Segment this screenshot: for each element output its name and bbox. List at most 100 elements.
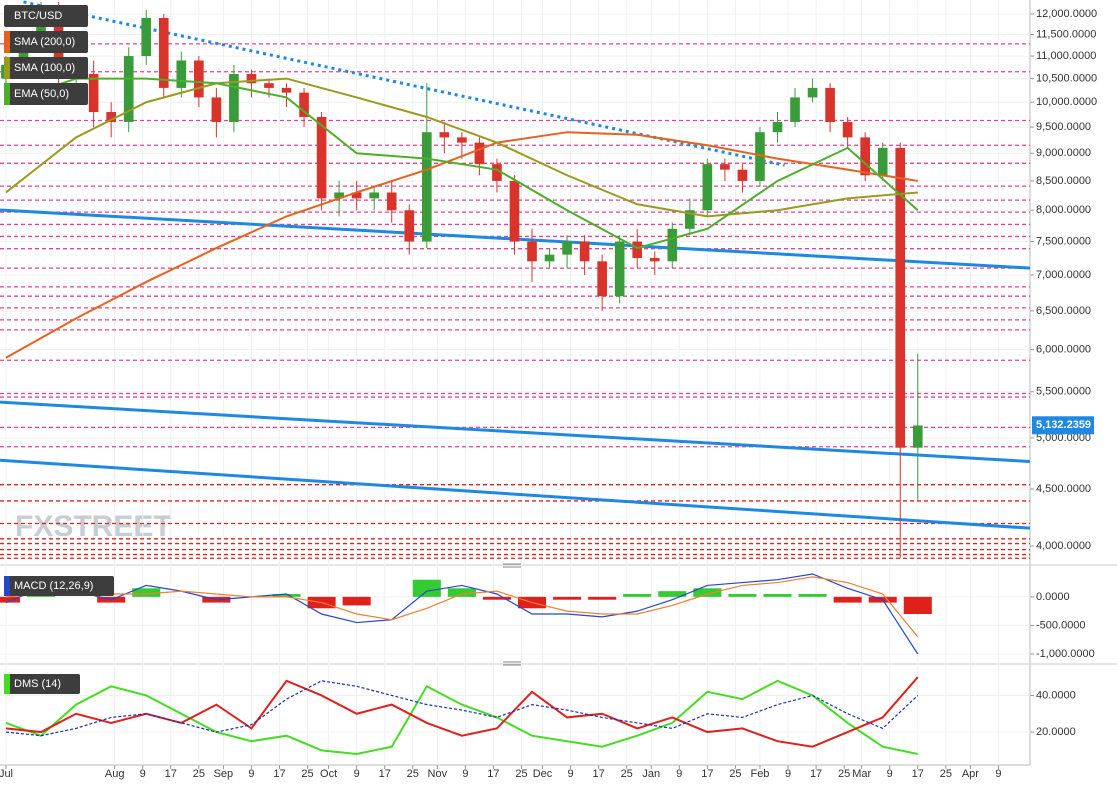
candle-body bbox=[755, 132, 765, 181]
x-tick-label: Mar bbox=[852, 768, 871, 780]
badge-bg bbox=[4, 57, 88, 79]
candle-body bbox=[877, 147, 888, 176]
candle-body bbox=[176, 60, 187, 88]
legend-badge: EMA (50,0) bbox=[4, 83, 88, 105]
candle-body bbox=[649, 257, 660, 262]
y-tick-label: 10,000.0000 bbox=[1036, 96, 1097, 108]
candle-body bbox=[299, 92, 309, 117]
x-tick-label: 17 bbox=[273, 768, 285, 780]
x-tick-label: 17 bbox=[593, 768, 605, 780]
x-tick-label: 17 bbox=[810, 768, 822, 780]
panel-title: MACD (12,26,9) bbox=[4, 576, 114, 596]
badge-swatch bbox=[4, 674, 10, 694]
candle-body bbox=[457, 137, 467, 143]
candle-body bbox=[211, 97, 222, 122]
legend-badge: SMA (100,0) bbox=[4, 57, 88, 79]
badge-label: DMS (14) bbox=[14, 678, 61, 690]
histogram-bar bbox=[798, 594, 827, 597]
trend-line bbox=[0, 400, 1030, 464]
y-tick-label: 4,000.0000 bbox=[1036, 540, 1091, 552]
badge-label: MACD (12,26,9) bbox=[14, 580, 93, 592]
candle-body bbox=[579, 241, 590, 262]
x-tick-label: Jan bbox=[642, 768, 660, 780]
badge-label: EMA (50,0) bbox=[14, 88, 69, 100]
x-tick-label: 25 bbox=[940, 768, 952, 780]
badge-label: SMA (200,0) bbox=[14, 36, 75, 48]
x-tick-label: 9 bbox=[462, 768, 468, 780]
histogram-bar bbox=[0, 596, 20, 603]
candle-body bbox=[141, 17, 152, 57]
y-tick-label: 10,500.0000 bbox=[1036, 73, 1097, 85]
x-tick-label: 9 bbox=[568, 768, 574, 780]
candle-body bbox=[194, 60, 204, 98]
resize-grip[interactable] bbox=[503, 563, 521, 666]
x-tick-label: 17 bbox=[701, 768, 713, 780]
histogram-bar bbox=[903, 596, 932, 614]
candle-body bbox=[860, 137, 870, 176]
candle-body bbox=[720, 164, 730, 170]
candle-body bbox=[562, 241, 572, 255]
watermark: FXSTREET bbox=[15, 510, 172, 543]
candle-body bbox=[246, 74, 257, 84]
histogram-bar bbox=[482, 596, 511, 600]
x-tick-label: 17 bbox=[379, 768, 391, 780]
price-tag-label: 5,132.2359 bbox=[1036, 419, 1091, 431]
x-tick-label: 25 bbox=[838, 768, 850, 780]
candle-body bbox=[842, 121, 853, 138]
badge-bg bbox=[4, 576, 114, 596]
x-tick-label: 25 bbox=[729, 768, 741, 780]
candle-body bbox=[597, 261, 607, 297]
candle-body bbox=[316, 116, 327, 199]
x-tick-label: 25 bbox=[301, 768, 313, 780]
histogram-bar bbox=[763, 594, 792, 597]
candle-body bbox=[351, 192, 362, 199]
candle-body bbox=[737, 169, 748, 181]
ma-line bbox=[5, 131, 918, 359]
badge-swatch bbox=[4, 31, 10, 53]
y-tick-label: 9,000.0000 bbox=[1036, 147, 1091, 159]
x-tick-label: 9 bbox=[248, 768, 254, 780]
legend-badge: BTC/USD bbox=[4, 5, 88, 27]
y-tick-label: 5,500.0000 bbox=[1036, 386, 1091, 398]
x-tick-label: 9 bbox=[887, 768, 893, 780]
candle-body bbox=[106, 112, 116, 122]
candle-body bbox=[386, 192, 397, 211]
candle-body bbox=[790, 97, 800, 122]
candle-body bbox=[509, 180, 520, 242]
candle-body bbox=[825, 87, 835, 122]
indicator-line bbox=[5, 573, 919, 655]
y-tick-label: 0.0000 bbox=[1036, 591, 1070, 603]
y-tick-label: 8,500.0000 bbox=[1036, 175, 1091, 187]
y-tick-label: 9,500.0000 bbox=[1036, 121, 1091, 133]
x-tick-label: 17 bbox=[912, 768, 924, 780]
x-tick-label: 25 bbox=[515, 768, 527, 780]
candle-body bbox=[772, 121, 783, 133]
candle-body bbox=[544, 254, 555, 262]
x-tick-label: 9 bbox=[995, 768, 1001, 780]
candle-body bbox=[229, 74, 239, 122]
ma-line bbox=[5, 77, 919, 250]
badge-swatch bbox=[4, 83, 10, 105]
trend-line bbox=[0, 458, 1030, 530]
x-tick-label: 25 bbox=[407, 768, 419, 780]
badge-swatch bbox=[4, 576, 10, 596]
y-tick-label: 12,000.0000 bbox=[1036, 8, 1097, 20]
x-tick-label: Oct bbox=[320, 768, 337, 780]
badge-label: SMA (100,0) bbox=[14, 62, 75, 74]
indicator-line bbox=[5, 576, 919, 638]
histogram-bar bbox=[447, 588, 476, 597]
legend-badge: SMA (200,0) bbox=[4, 31, 88, 53]
badge-bg bbox=[4, 674, 80, 694]
x-tick-label: 9 bbox=[354, 768, 360, 780]
y-tick-label: 7,500.0000 bbox=[1036, 235, 1091, 247]
histogram-bar bbox=[833, 596, 862, 603]
ma-line bbox=[5, 77, 918, 218]
x-tick-label: 9 bbox=[785, 768, 791, 780]
badge-label: BTC/USD bbox=[14, 10, 62, 22]
histogram-bar bbox=[728, 594, 757, 597]
y-tick-label: 7,000.0000 bbox=[1036, 269, 1091, 281]
x-tick-label: Jul bbox=[0, 768, 13, 780]
badge-bg bbox=[4, 83, 88, 105]
price-tag bbox=[1032, 416, 1094, 435]
candle-body bbox=[439, 132, 450, 138]
